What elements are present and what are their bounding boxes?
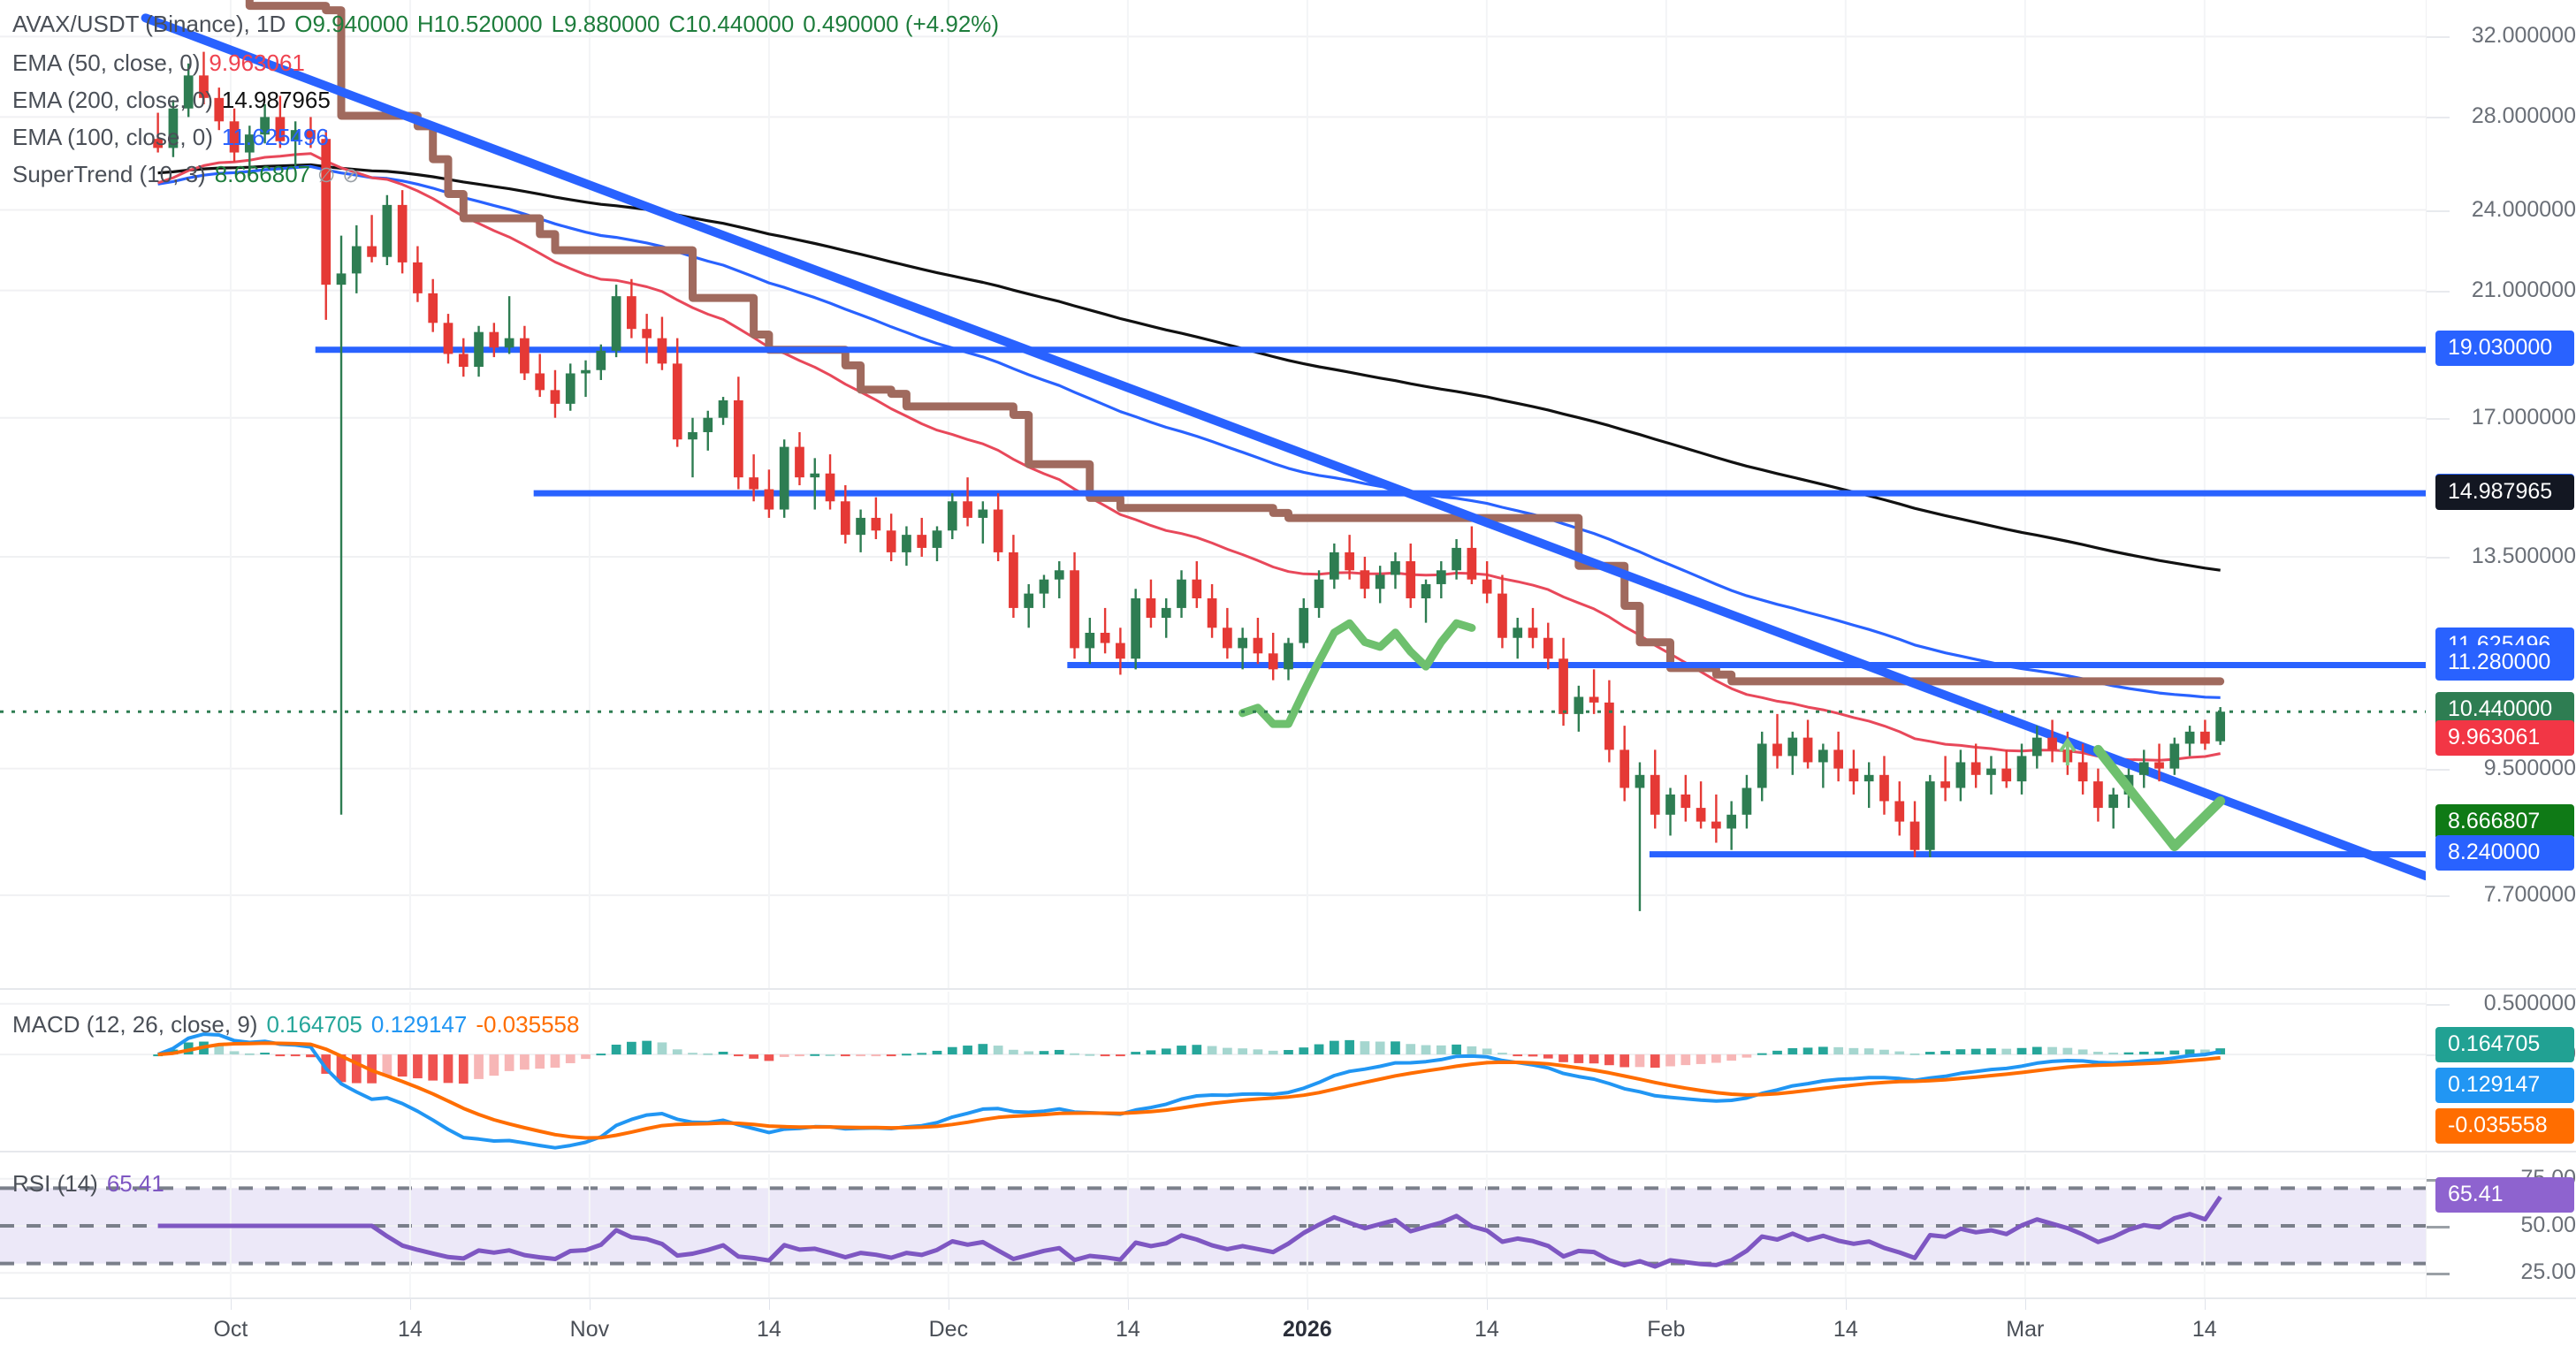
rsi-tick-25: 25.00 xyxy=(2520,1259,2576,1285)
price-tick-28-000000: 28.000000 xyxy=(2471,103,2576,129)
supertrend-tag[interactable]: 8.666807 xyxy=(2435,804,2574,841)
time-label-14-3: 14 xyxy=(756,1317,781,1342)
price-tick-mark xyxy=(2427,209,2450,212)
price-tick-mark xyxy=(2427,768,2450,771)
price-tick-32-000000: 32.000000 xyxy=(2471,23,2576,49)
rsi-series-svg xyxy=(0,1154,2426,1297)
time-label-14-9: 14 xyxy=(1833,1317,1858,1342)
macd-value-tag[interactable]: 0.164705 xyxy=(2435,1026,2574,1062)
resistance-19-03[interactable]: 19.030000 xyxy=(2435,330,2574,366)
price-tick-mark xyxy=(2427,36,2450,39)
time-tick-mark xyxy=(409,1299,411,1310)
time-label-feb-8: Feb xyxy=(1647,1317,1686,1342)
price-tick-mark xyxy=(2427,290,2450,293)
price-pane[interactable]: 32.000000 28.000000 24.000000 21.000000 17.0… xyxy=(0,0,2576,988)
macd-tick-0: 0.500000 xyxy=(2483,990,2576,1016)
price-tick-13-500000: 13.500000 xyxy=(2471,543,2576,568)
ema50-tag[interactable]: 9.963061 xyxy=(2435,720,2574,757)
time-tick-mark xyxy=(1127,1299,1129,1310)
macd-hist-tag[interactable]: -0.035558 xyxy=(2435,1107,2574,1144)
price-series-svg xyxy=(0,0,2426,988)
time-tick-mark xyxy=(2204,1299,2206,1310)
time-label-oct-0: Oct xyxy=(213,1317,248,1342)
price-tick-mark xyxy=(2427,417,2450,420)
rsi-tick-50: 50.00 xyxy=(2520,1213,2576,1237)
price-tick-21-000000: 21.000000 xyxy=(2471,277,2576,302)
time-label-14-11: 14 xyxy=(2191,1317,2217,1342)
time-tick-mark xyxy=(1486,1299,1488,1310)
time-tick-mark xyxy=(1665,1299,1667,1310)
macd-pane[interactable]: 0.5000000.0000000.1647050.129147-0.03555… xyxy=(0,992,2576,1151)
pane-divider-1 xyxy=(0,988,2576,990)
time-label-mar-10: Mar xyxy=(2006,1317,2045,1342)
price-tick-mark xyxy=(2427,894,2450,897)
time-label-14-7: 14 xyxy=(1474,1317,1499,1342)
support-8-24[interactable]: 8.240000 xyxy=(2435,834,2574,871)
price-tick-24-000000: 24.000000 xyxy=(2471,196,2576,222)
time-tick-mark xyxy=(230,1299,232,1310)
price-axis[interactable]: 32.000000 28.000000 24.000000 21.000000 17.0… xyxy=(2426,0,2576,988)
time-tick-mark xyxy=(768,1299,770,1310)
price-tick-mark xyxy=(2427,556,2450,559)
rsi-tick-mark xyxy=(2427,1226,2450,1228)
macd-axis[interactable]: 0.5000000.0000000.1647050.129147-0.03555… xyxy=(2426,992,2576,1151)
price-tick-7-700000: 7.700000 xyxy=(2483,881,2576,907)
time-tick-mark xyxy=(1845,1299,1847,1310)
macd-plot-area[interactable] xyxy=(0,992,2426,1151)
time-axis[interactable]: Oct 14 Nov 14 Dec 14 2026 14 Feb 14 Mar 14 xyxy=(0,1297,2576,1354)
macd-signal-tag[interactable]: 0.129147 xyxy=(2435,1067,2574,1103)
rsi-tick-mark xyxy=(2427,1273,2450,1276)
level-11-28[interactable]: 11.280000 xyxy=(2435,645,2574,681)
macd-series-svg xyxy=(0,992,2426,1151)
time-label-14-5: 14 xyxy=(1115,1317,1140,1342)
macd-tick-mark xyxy=(2427,1003,2450,1006)
ema200-tag[interactable]: 14.987965 xyxy=(2435,474,2574,510)
price-tick-9-500000: 9.500000 xyxy=(2483,755,2576,780)
price-tick-17-000000: 17.000000 xyxy=(2471,404,2576,430)
time-label-nov-2: Nov xyxy=(569,1317,610,1342)
price-tick-mark xyxy=(2427,117,2450,119)
time-label-14-1: 14 xyxy=(397,1317,423,1342)
rsi-value-tag[interactable]: 65.41 xyxy=(2435,1177,2574,1213)
time-label-dec-4: Dec xyxy=(928,1317,969,1342)
time-tick-mark xyxy=(1307,1299,1308,1310)
time-label-2026-6: 2026 xyxy=(1283,1317,1332,1342)
rsi-plot-area[interactable] xyxy=(0,1154,2426,1297)
time-tick-mark xyxy=(2024,1299,2026,1310)
time-tick-mark xyxy=(589,1299,591,1310)
pane-divider-2 xyxy=(0,1151,2576,1152)
price-plot-area[interactable] xyxy=(0,0,2426,988)
